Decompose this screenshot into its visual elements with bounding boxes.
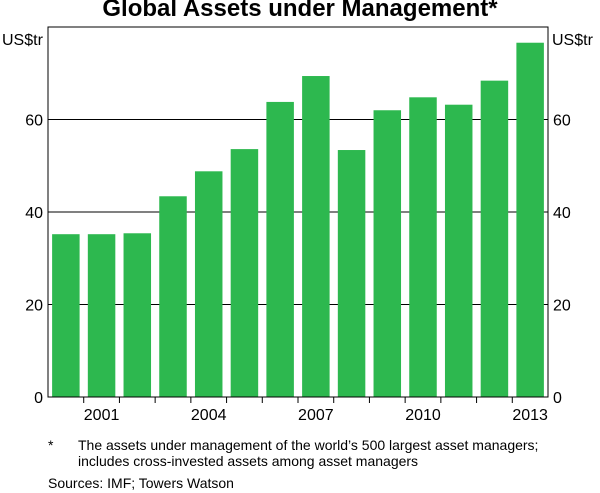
chart-title: Global Assets under Management* xyxy=(102,0,498,22)
y-tick-right-40: 40 xyxy=(553,205,571,222)
x-tick-label-2004: 2004 xyxy=(191,407,227,424)
right-axis-unit: US$tr xyxy=(552,32,594,49)
bar-chart: 0 0 20 20 40 40 60 60 2001 2004 2007 2010 2013 US$tr… xyxy=(2,26,594,424)
bar-2004 xyxy=(194,171,223,397)
y-tick-left-40: 40 xyxy=(25,205,43,222)
sources-note: Sources: IMF; Towers Watson xyxy=(48,475,234,491)
bar-2001 xyxy=(87,234,116,397)
y-tick-right-20: 20 xyxy=(553,298,571,315)
bar-2011 xyxy=(444,104,473,397)
bar-2006 xyxy=(266,101,294,398)
x-tick-label-2007: 2007 xyxy=(298,407,334,424)
footnote-text: The assets under management of the world… xyxy=(78,437,539,469)
bar-2008 xyxy=(337,150,366,397)
bar-2013 xyxy=(516,42,544,397)
y-tick-right-0: 0 xyxy=(553,390,562,407)
left-axis-unit: US$tr xyxy=(2,32,44,49)
bar-2003 xyxy=(159,196,187,397)
x-tick-label-2013: 2013 xyxy=(512,407,548,424)
bar-2000 xyxy=(52,234,80,397)
y-tick-right-60: 60 xyxy=(553,113,571,130)
bar-2012 xyxy=(480,80,509,398)
y-tick-left-0: 0 xyxy=(34,390,43,407)
y-tick-left-60: 60 xyxy=(25,113,43,130)
x-tick-label-2010: 2010 xyxy=(405,407,441,424)
bar-2010 xyxy=(409,97,437,398)
bar-2009 xyxy=(373,110,402,397)
y-tick-left-20: 20 xyxy=(25,298,43,315)
bar-2005 xyxy=(230,149,259,397)
x-tick-label-2001: 2001 xyxy=(84,407,120,424)
bar-2007 xyxy=(302,76,330,398)
footnote-mark: * xyxy=(48,437,54,453)
bar-2002 xyxy=(123,233,152,397)
